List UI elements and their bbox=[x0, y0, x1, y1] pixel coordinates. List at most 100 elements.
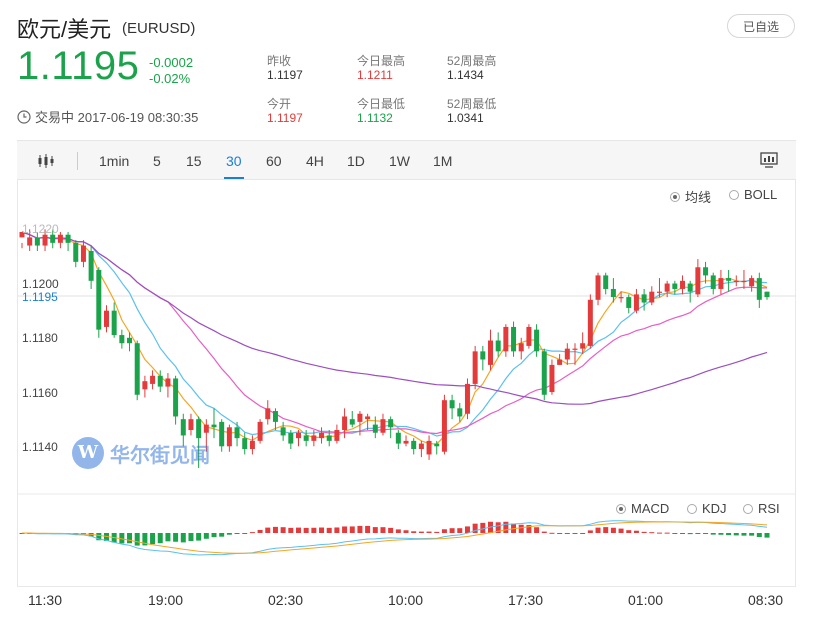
indicator-rsi-option[interactable]: RSI bbox=[743, 501, 780, 516]
candle bbox=[726, 269, 732, 292]
candle-body bbox=[311, 435, 317, 441]
candle bbox=[733, 275, 739, 287]
candle bbox=[518, 337, 524, 360]
change-value: -0.0002 bbox=[149, 55, 194, 70]
candle-body bbox=[610, 288, 616, 298]
indicator-rsi-label: RSI bbox=[758, 501, 780, 516]
candle-body bbox=[272, 411, 278, 422]
macd-bar bbox=[165, 533, 171, 542]
ma-line-ma10 bbox=[21, 231, 768, 437]
stat-value-day-high: 1.1211 bbox=[357, 68, 393, 82]
macd-bar bbox=[695, 533, 701, 534]
candle-body bbox=[188, 419, 194, 431]
macd-bar bbox=[288, 527, 294, 533]
timeframe-60[interactable]: 60 bbox=[266, 153, 282, 169]
candle-body bbox=[280, 427, 286, 436]
candle bbox=[403, 435, 409, 447]
candle bbox=[111, 302, 117, 338]
candlestick-icon[interactable] bbox=[37, 153, 55, 169]
macd-bar bbox=[603, 527, 609, 533]
candle-body bbox=[349, 419, 355, 425]
ma-line-ma20 bbox=[21, 231, 767, 435]
macd-bar bbox=[703, 533, 709, 534]
macd-bar bbox=[534, 527, 540, 533]
candle-body bbox=[526, 326, 532, 346]
candle-body bbox=[710, 275, 716, 289]
candle bbox=[73, 240, 79, 268]
candle bbox=[334, 424, 340, 444]
candle-body bbox=[65, 234, 71, 243]
candle-body bbox=[495, 340, 501, 352]
candle bbox=[272, 408, 278, 431]
macd-bar bbox=[365, 525, 371, 533]
candle bbox=[587, 294, 593, 349]
candle bbox=[380, 413, 386, 436]
candle-body bbox=[641, 294, 647, 303]
candle bbox=[80, 240, 86, 268]
macd-bar bbox=[764, 533, 770, 538]
candle bbox=[372, 416, 378, 439]
timeframe-30[interactable]: 30 bbox=[224, 153, 244, 179]
candle-body bbox=[457, 408, 463, 417]
indicator-boll-option[interactable]: BOLL bbox=[729, 187, 777, 202]
macd-bar bbox=[203, 533, 209, 539]
candle-body bbox=[249, 440, 255, 450]
candle-body bbox=[626, 297, 632, 308]
candle bbox=[249, 435, 255, 455]
macd-bar bbox=[610, 527, 616, 533]
candle bbox=[103, 305, 109, 333]
radio-selected-icon bbox=[616, 503, 626, 514]
macd-bar bbox=[749, 533, 755, 536]
candle-body bbox=[203, 424, 209, 433]
candle-body bbox=[180, 419, 186, 436]
timeframe-5[interactable]: 5 bbox=[153, 153, 161, 169]
macd-bar bbox=[626, 530, 632, 533]
candle-body bbox=[242, 438, 248, 450]
candle bbox=[626, 294, 632, 314]
clock-icon bbox=[17, 109, 31, 124]
macd-bar bbox=[388, 527, 394, 533]
indicator-macd-option[interactable]: MACD bbox=[616, 501, 669, 516]
indicator-kdj-option[interactable]: KDJ bbox=[687, 501, 727, 516]
watermark-text: 华尔街见闻 bbox=[110, 442, 210, 467]
candle bbox=[749, 275, 755, 292]
macd-bar bbox=[426, 531, 432, 533]
timeframe-1w[interactable]: 1W bbox=[389, 153, 410, 169]
timeframe-1m[interactable]: 1M bbox=[433, 153, 453, 169]
macd-bar bbox=[334, 527, 340, 533]
monitor-icon[interactable] bbox=[760, 152, 778, 169]
candle bbox=[656, 278, 662, 298]
candle-body bbox=[426, 440, 432, 455]
timeframe-1min[interactable]: 1min bbox=[99, 153, 130, 169]
timeframe-1d[interactable]: 1D bbox=[347, 153, 365, 169]
macd-bar bbox=[395, 529, 401, 533]
candle bbox=[173, 375, 179, 425]
timeframe-4h[interactable]: 4H bbox=[306, 153, 324, 169]
candle bbox=[449, 394, 455, 420]
candle bbox=[557, 354, 563, 365]
stat-label-day-high: 今日最高 bbox=[357, 54, 406, 68]
timeframe-15[interactable]: 15 bbox=[186, 153, 202, 169]
candle bbox=[572, 343, 578, 365]
macd-bar bbox=[372, 527, 378, 533]
candle-body bbox=[257, 421, 263, 441]
y-tick-1: 1.1200 bbox=[22, 277, 59, 291]
macd-bar bbox=[741, 533, 747, 536]
radio-unselected-icon bbox=[743, 503, 753, 514]
candle-body bbox=[103, 310, 109, 327]
y-tick-4: 1.1140 bbox=[22, 440, 58, 454]
macd-bar bbox=[342, 526, 348, 533]
trading-status-text: 交易中 2017-06-19 08:30:35 bbox=[35, 110, 199, 125]
x-tick-6: 01:00 bbox=[628, 592, 664, 608]
indicator-ma-option[interactable]: 均线 bbox=[670, 187, 711, 206]
candle-body bbox=[134, 343, 140, 395]
macd-bar bbox=[326, 527, 332, 533]
watchlist-button[interactable]: 已自选 bbox=[727, 14, 795, 38]
candle-body bbox=[441, 400, 447, 452]
candle-body bbox=[534, 329, 540, 352]
candle-body bbox=[764, 291, 770, 298]
candle bbox=[326, 430, 332, 447]
macd-bar bbox=[649, 532, 655, 534]
candle bbox=[472, 345, 478, 390]
